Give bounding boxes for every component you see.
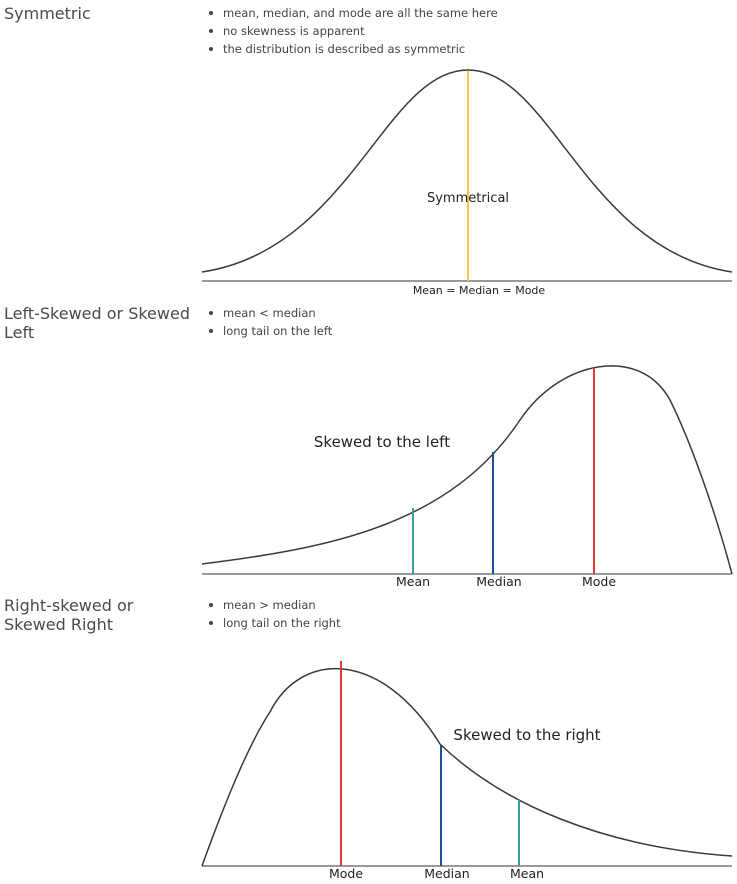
curve-label: Skewed to the left bbox=[314, 433, 450, 451]
section-left-skewed: Left-Skewed or Skewed Left mean < median… bbox=[0, 300, 737, 590]
symmetric-diagram: Symmetrical Mean = Median = Mode bbox=[201, 69, 733, 296]
section-right-skewed: Right-skewed or Skewed Right mean > medi… bbox=[0, 592, 737, 884]
left-skewed-diagram: Skewed to the left Mean Median Mode bbox=[201, 365, 733, 589]
distribution-curve bbox=[201, 69, 733, 273]
median-label: Median bbox=[424, 866, 469, 881]
curve-label: Symmetrical bbox=[427, 191, 509, 206]
bullet-list: mean > median long tail on the right bbox=[205, 596, 341, 632]
distribution-curve bbox=[201, 365, 733, 575]
median-label: Median bbox=[476, 574, 521, 589]
list-item: long tail on the left bbox=[205, 322, 332, 340]
bullet-list: mean, median, and mode are all the same … bbox=[205, 4, 498, 58]
mean-label: Mean bbox=[396, 574, 430, 589]
list-item: the distribution is described as symmetr… bbox=[205, 40, 498, 58]
list-item: mean > median bbox=[205, 596, 341, 614]
axis-label: Mean = Median = Mode bbox=[413, 284, 546, 296]
list-item: no skewness is apparent bbox=[205, 22, 498, 40]
section-title: Symmetric bbox=[4, 4, 91, 23]
section-symmetric: Symmetric mean, median, and mode are all… bbox=[0, 0, 737, 296]
section-title: Left-Skewed or Skewed Left bbox=[4, 304, 190, 342]
section-title: Right-skewed or Skewed Right bbox=[4, 596, 134, 634]
right-skewed-diagram: Skewed to the right Mode Median Mean bbox=[201, 661, 733, 881]
list-item: mean, median, and mode are all the same … bbox=[205, 4, 498, 22]
distribution-curve bbox=[201, 667, 733, 867]
list-item: mean < median bbox=[205, 304, 332, 322]
list-item: long tail on the right bbox=[205, 614, 341, 632]
bullet-list: mean < median long tail on the left bbox=[205, 304, 332, 340]
curve-label: Skewed to the right bbox=[453, 726, 600, 744]
mean-label: Mean bbox=[510, 866, 544, 881]
mode-label: Mode bbox=[329, 866, 363, 881]
mode-label: Mode bbox=[582, 574, 616, 589]
